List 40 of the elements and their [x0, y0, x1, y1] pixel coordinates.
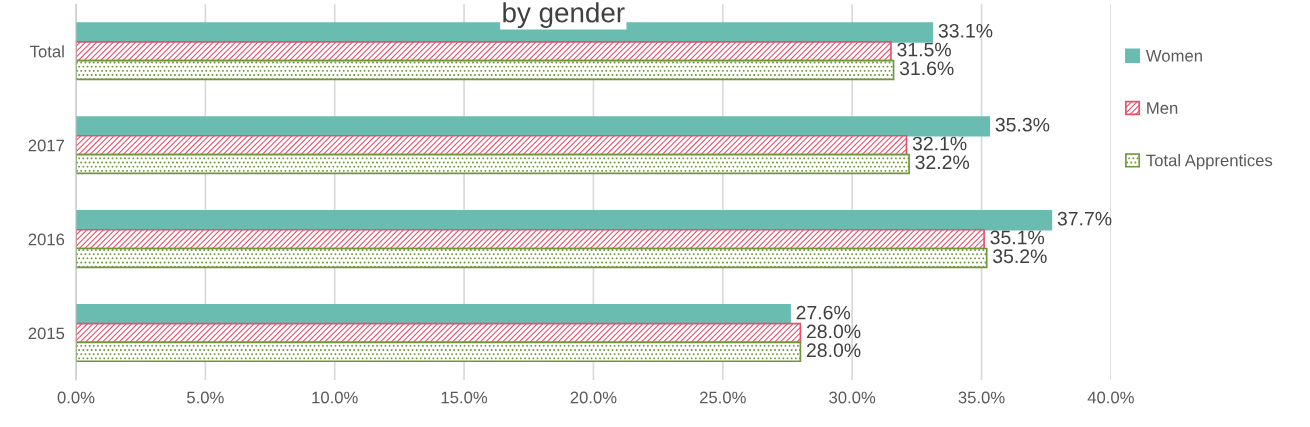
data-label: 31.6% [899, 61, 954, 76]
data-label: 32.2% [915, 155, 970, 170]
data-label: 28.0% [806, 343, 861, 358]
x-tick-label: 20.0% [570, 391, 617, 404]
data-label: 32.1% [912, 136, 967, 151]
bar [75, 322, 802, 344]
legend-label: Women [1145, 50, 1202, 62]
data-label: 33.1% [938, 23, 993, 38]
y-tick-label: Total [30, 45, 64, 58]
data-label: 35.1% [990, 230, 1045, 245]
legend-label: Total Apprentices [1146, 154, 1273, 170]
x-tick-label: 0.0% [57, 391, 95, 404]
x-tick-label: 35.0% [958, 391, 1005, 404]
data-label: 31.5% [897, 42, 951, 57]
bar [75, 134, 908, 156]
bar [75, 304, 791, 325]
bar [75, 210, 1053, 231]
x-tick-label: 40.0% [1087, 391, 1134, 404]
data-label: 28.0% [806, 324, 861, 339]
bar [75, 341, 802, 363]
y-tick-label: 2015 [28, 327, 65, 340]
bar [75, 59, 895, 81]
data-label: 37.7% [1057, 211, 1112, 226]
x-tick-label: 5.0% [187, 391, 224, 404]
data-label: 27.6% [796, 305, 851, 320]
x-tick-label: 25.0% [700, 391, 746, 404]
legend-label: Men [1147, 102, 1178, 114]
bar [75, 41, 892, 62]
chart-title: by gender [503, 2, 625, 29]
data-label: 35.2% [992, 249, 1047, 264]
data-label: 35.3% [995, 117, 1050, 132]
y-tick-label: 2017 [28, 139, 65, 152]
bar [75, 228, 985, 250]
bar [75, 153, 910, 175]
y-tick-label: 2016 [28, 233, 65, 246]
x-tick-label: 30.0% [829, 391, 876, 404]
bar [75, 116, 991, 137]
x-tick-label: 15.0% [441, 391, 488, 404]
bar [75, 247, 988, 269]
x-tick-label: 10.0% [312, 391, 358, 404]
